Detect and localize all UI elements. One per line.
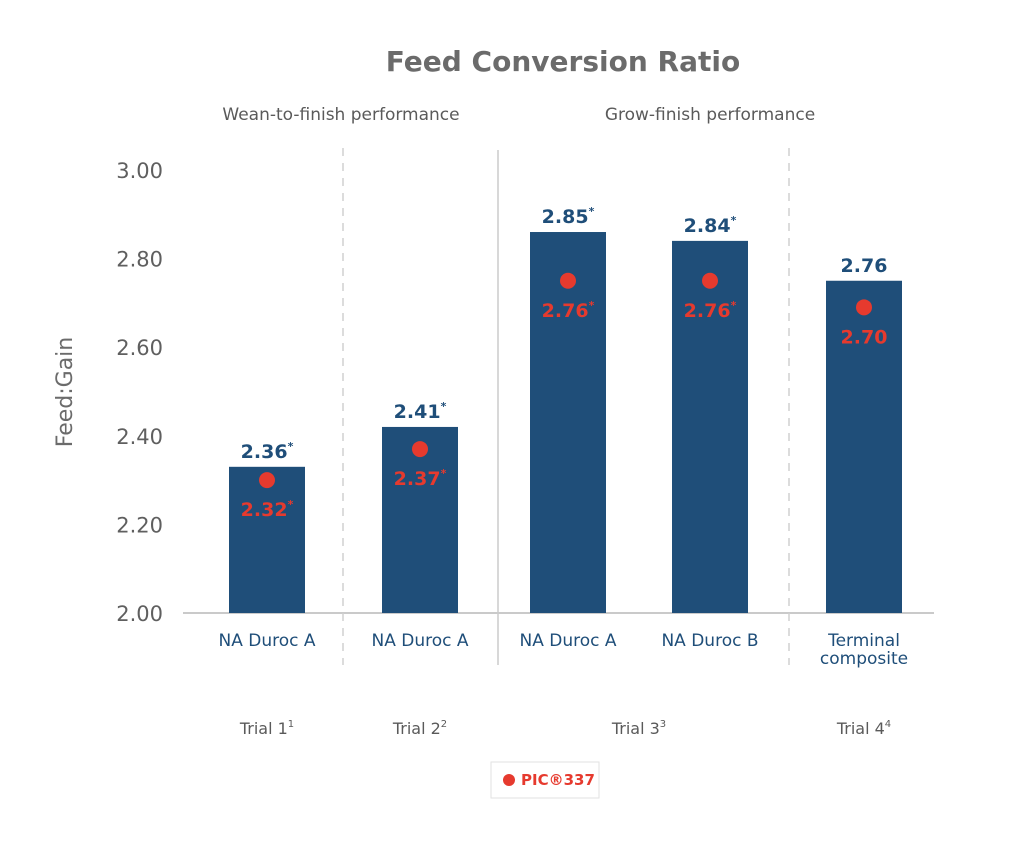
pic337-point: [412, 441, 428, 458]
y-axis-label: Feed:Gain: [53, 337, 78, 447]
bar-value-label: 2.85*: [542, 205, 595, 228]
y-tick-label: 2.80: [116, 248, 163, 272]
pic337-value-label: 2.76*: [684, 299, 737, 322]
category-label: Terminal: [827, 631, 900, 651]
pic337-value-label: 2.70: [841, 326, 888, 348]
bar: [382, 426, 458, 613]
trial-label: Trial 22: [392, 719, 447, 738]
trial-label: Trial 11: [239, 719, 294, 738]
y-tick-label: 3.00: [116, 159, 163, 183]
section-label-grow-finish: Grow-finish performance: [605, 105, 815, 125]
pic337-value-label: 2.76*: [542, 299, 595, 322]
category-label: NA Duroc A: [519, 631, 616, 651]
category-label: NA Duroc B: [661, 631, 758, 651]
pic337-point: [560, 272, 576, 289]
bar-value-label: 2.84*: [684, 214, 737, 237]
bar: [229, 466, 305, 613]
bar-value-label: 2.36*: [241, 440, 294, 463]
bar: [672, 240, 748, 613]
section-label-wean-to-finish: Wean-to-finish performance: [222, 105, 459, 125]
pic337-point: [702, 272, 718, 289]
y-tick-label: 2.00: [116, 602, 163, 626]
trial-label: Trial 44: [836, 719, 891, 738]
pic337-point: [856, 299, 872, 316]
trial-label: Trial 33: [611, 719, 666, 738]
pic337-point: [259, 472, 275, 489]
y-tick-label: 2.20: [116, 513, 163, 537]
bar-value-label: 2.41*: [394, 400, 447, 423]
pic337-value-label: 2.37*: [394, 467, 447, 490]
legend-label: PIC®337: [521, 771, 595, 789]
y-tick-label: 2.60: [116, 336, 163, 360]
bar-value-label: 2.76: [841, 255, 888, 277]
y-tick-label: 2.40: [116, 425, 163, 449]
category-label: NA Duroc A: [218, 631, 315, 651]
category-label: composite: [820, 649, 908, 669]
category-label: NA Duroc A: [371, 631, 468, 651]
bar: [826, 280, 902, 613]
pic337-value-label: 2.32*: [241, 498, 294, 521]
legend-dot: [503, 774, 515, 786]
chart-title: Feed Conversion Ratio: [386, 45, 740, 78]
bar: [530, 232, 606, 613]
